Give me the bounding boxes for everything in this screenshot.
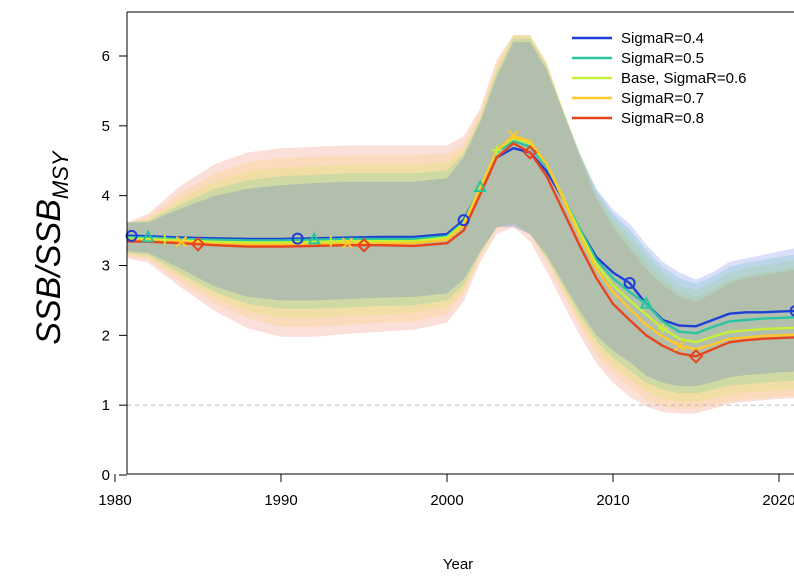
marker-diamond — [356, 237, 372, 253]
marker-triangle — [473, 179, 487, 193]
y-tick-label: 6 — [102, 48, 110, 65]
series-line — [127, 140, 794, 335]
marker-diamond — [688, 348, 704, 364]
x-axis-title: Year — [443, 556, 473, 573]
legend-label: SigmaR=0.8 — [621, 110, 704, 127]
y-axis-ticks: 0 1 2 3 4 5 6 — [102, 48, 127, 484]
y-tick-label: 3 — [102, 258, 110, 275]
y-axis-title: SSB/SSBMSY — [30, 150, 73, 345]
y-tick-label: 0 — [102, 467, 110, 484]
series-markers — [125, 129, 794, 364]
marker-diamond — [190, 236, 206, 252]
series-line — [127, 142, 794, 358]
legend-label: SigmaR=0.7 — [621, 90, 704, 107]
marker-triangle — [307, 231, 321, 245]
marker-diamond — [522, 144, 538, 160]
series-line — [127, 147, 794, 328]
series-line — [127, 134, 794, 351]
legend-label: SigmaR=0.5 — [621, 50, 704, 67]
marker-circle — [789, 305, 794, 317]
confidence-band — [127, 35, 794, 402]
marker-x — [175, 236, 188, 248]
marker-plus — [491, 145, 502, 156]
y-tick-label: 1 — [102, 397, 110, 414]
y-tick-label: 2 — [102, 327, 110, 344]
marker-circle — [457, 214, 470, 227]
marker-circle — [291, 232, 304, 245]
y-axis-title-main: SSB/SSB — [30, 199, 68, 345]
x-tick-label: 2010 — [596, 492, 629, 509]
marker-triangle — [141, 229, 155, 243]
x-tick-label: 2000 — [430, 492, 463, 509]
marker-circle — [623, 276, 636, 289]
marker-x — [341, 237, 354, 249]
x-axis-ticks: 1980 1990 2000 2010 2020 — [98, 474, 794, 509]
series-lines — [127, 134, 794, 358]
x-tick-label: 1990 — [264, 492, 297, 509]
x-tick-label: 1980 — [98, 492, 131, 509]
confidence-band — [127, 42, 794, 387]
marker-x — [507, 129, 520, 142]
x-tick-label: 2020 — [762, 492, 794, 509]
marker-plus — [159, 234, 170, 245]
legend: SigmaR=0.4 SigmaR=0.5 Base, SigmaR=0.6 Sigm… — [572, 30, 747, 127]
y-tick-label: 5 — [102, 118, 110, 135]
legend-label: Base, SigmaR=0.6 — [621, 70, 747, 87]
y-axis-title-subscript: MSY — [48, 150, 73, 199]
legend-label: SigmaR=0.4 — [621, 30, 704, 47]
marker-plus — [325, 236, 336, 247]
marker-x — [673, 340, 686, 352]
y-tick-label: 4 — [102, 188, 110, 205]
marker-triangle — [639, 296, 653, 309]
marker-plus — [657, 323, 668, 334]
